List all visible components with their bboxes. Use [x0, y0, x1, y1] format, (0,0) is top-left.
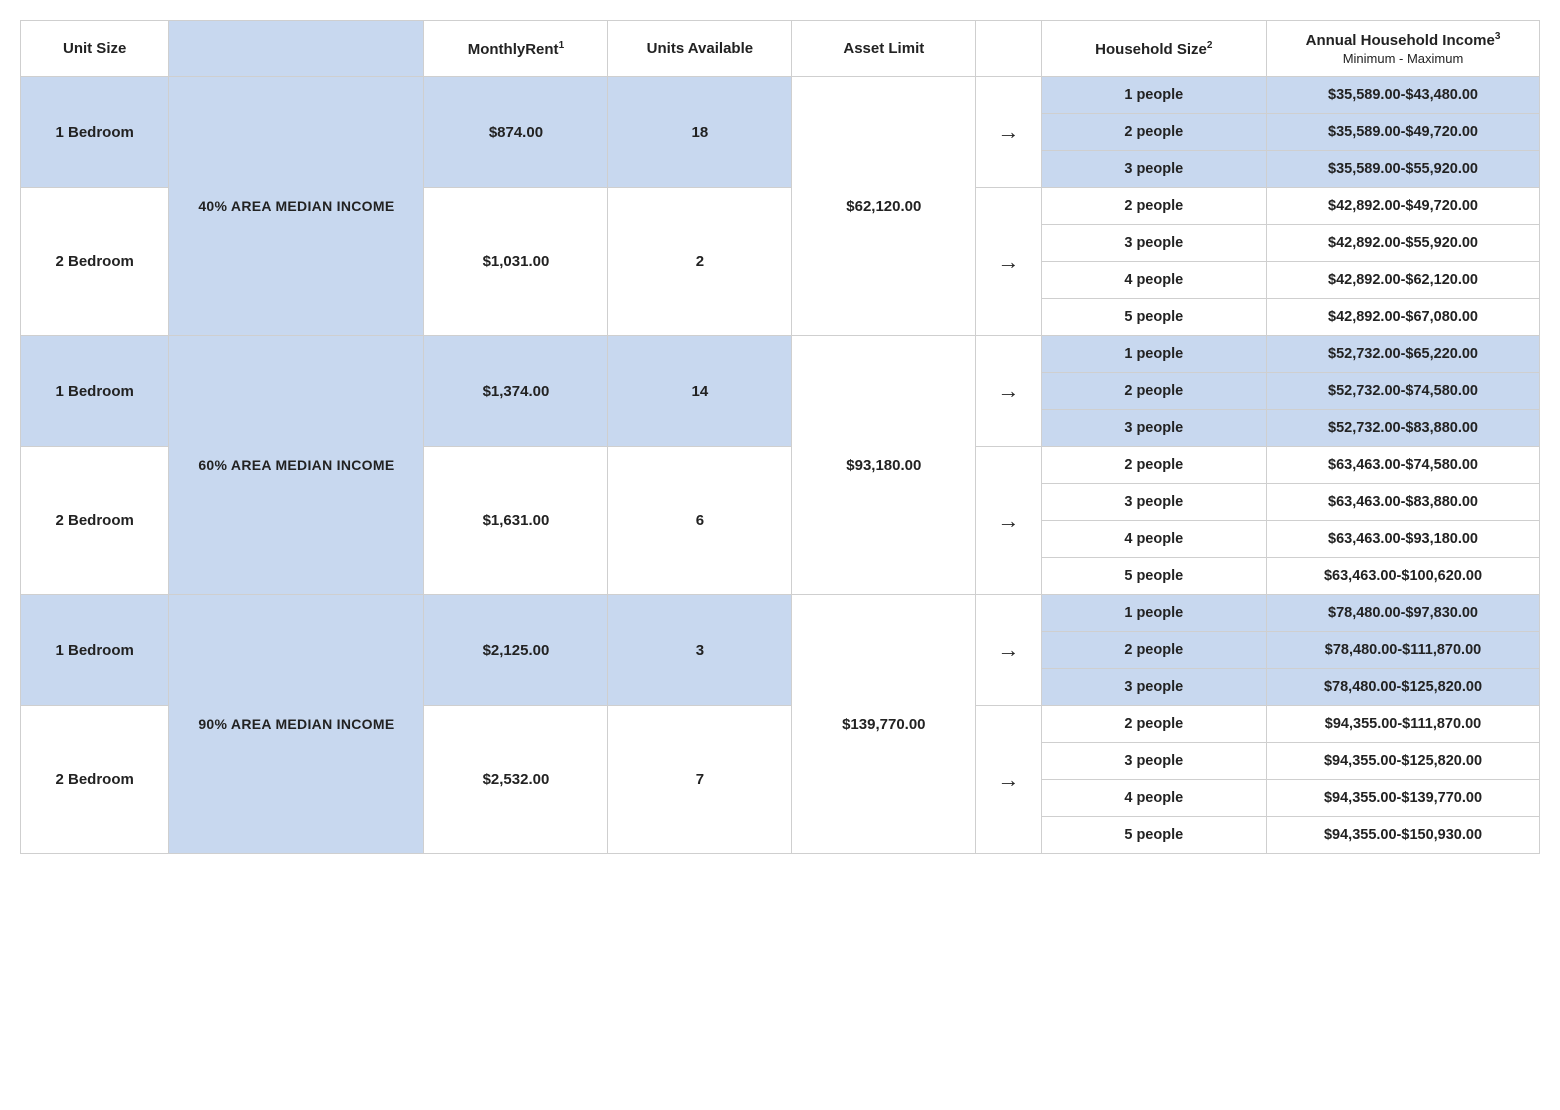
header-household-size-text: Household Size — [1095, 41, 1207, 58]
cell-annual-income: $35,589.00-$55,920.00 — [1267, 151, 1540, 188]
cell-annual-income: $94,355.00-$125,820.00 — [1267, 743, 1540, 780]
table-row: 1 Bedroom60% AREA MEDIAN INCOME$1,374.00… — [21, 336, 1540, 373]
cell-unit-size: 1 Bedroom — [21, 595, 169, 706]
cell-monthly-rent: $2,532.00 — [424, 706, 608, 854]
cell-monthly-rent: $1,031.00 — [424, 188, 608, 336]
header-asset-limit: Asset Limit — [792, 21, 976, 77]
cell-household-size: 2 people — [1041, 706, 1266, 743]
cell-unit-size: 1 Bedroom — [21, 336, 169, 447]
cell-household-size: 3 people — [1041, 743, 1266, 780]
cell-annual-income: $78,480.00-$97,830.00 — [1267, 595, 1540, 632]
cell-annual-income: $42,892.00-$62,120.00 — [1267, 262, 1540, 299]
cell-asset-limit: $93,180.00 — [792, 336, 976, 595]
cell-annual-income: $94,355.00-$139,770.00 — [1267, 780, 1540, 817]
cell-annual-income: $52,732.00-$83,880.00 — [1267, 410, 1540, 447]
cell-household-size: 4 people — [1041, 262, 1266, 299]
cell-unit-size: 2 Bedroom — [21, 706, 169, 854]
cell-household-size: 1 people — [1041, 77, 1266, 114]
cell-annual-income: $52,732.00-$74,580.00 — [1267, 373, 1540, 410]
cell-units-available: 3 — [608, 595, 792, 706]
cell-annual-income: $63,463.00-$100,620.00 — [1267, 558, 1540, 595]
cell-household-size: 3 people — [1041, 225, 1266, 262]
header-annual-income-sup: 3 — [1495, 31, 1501, 42]
cell-annual-income: $78,480.00-$111,870.00 — [1267, 632, 1540, 669]
arrow-icon: → — [976, 706, 1041, 854]
cell-household-size: 2 people — [1041, 632, 1266, 669]
cell-ami-tier: 60% AREA MEDIAN INCOME — [169, 336, 424, 595]
cell-units-available: 14 — [608, 336, 792, 447]
arrow-icon: → — [976, 188, 1041, 336]
cell-monthly-rent: $2,125.00 — [424, 595, 608, 706]
cell-household-size: 5 people — [1041, 558, 1266, 595]
header-row: Unit Size MonthlyRent1 Units Available A… — [21, 21, 1540, 77]
cell-household-size: 5 people — [1041, 817, 1266, 854]
cell-annual-income: $94,355.00-$111,870.00 — [1267, 706, 1540, 743]
cell-annual-income: $63,463.00-$83,880.00 — [1267, 484, 1540, 521]
cell-annual-income: $42,892.00-$67,080.00 — [1267, 299, 1540, 336]
table-row: 1 Bedroom40% AREA MEDIAN INCOME$874.0018… — [21, 77, 1540, 114]
cell-unit-size: 2 Bedroom — [21, 188, 169, 336]
cell-unit-size: 1 Bedroom — [21, 77, 169, 188]
header-household-size-sup: 2 — [1207, 40, 1213, 51]
cell-monthly-rent: $1,631.00 — [424, 447, 608, 595]
cell-annual-income: $35,589.00-$49,720.00 — [1267, 114, 1540, 151]
cell-annual-income: $42,892.00-$49,720.00 — [1267, 188, 1540, 225]
cell-household-size: 2 people — [1041, 447, 1266, 484]
header-monthly-rent-sup: 1 — [559, 40, 565, 51]
cell-units-available: 7 — [608, 706, 792, 854]
cell-ami-tier: 90% AREA MEDIAN INCOME — [169, 595, 424, 854]
header-annual-income-sub: Minimum - Maximum — [1275, 51, 1531, 66]
cell-annual-income: $52,732.00-$65,220.00 — [1267, 336, 1540, 373]
cell-monthly-rent: $1,374.00 — [424, 336, 608, 447]
cell-household-size: 2 people — [1041, 373, 1266, 410]
header-monthly-rent-text: MonthlyRent — [468, 41, 559, 58]
cell-units-available: 18 — [608, 77, 792, 188]
header-unit-size: Unit Size — [21, 21, 169, 77]
header-annual-income: Annual Household Income3 Minimum - Maxim… — [1267, 21, 1540, 77]
cell-household-size: 3 people — [1041, 669, 1266, 706]
cell-household-size: 3 people — [1041, 151, 1266, 188]
cell-asset-limit: $139,770.00 — [792, 595, 976, 854]
arrow-icon: → — [976, 336, 1041, 447]
cell-household-size: 3 people — [1041, 410, 1266, 447]
cell-unit-size: 2 Bedroom — [21, 447, 169, 595]
cell-annual-income: $94,355.00-$150,930.00 — [1267, 817, 1540, 854]
cell-ami-tier: 40% AREA MEDIAN INCOME — [169, 77, 424, 336]
table-row: 1 Bedroom90% AREA MEDIAN INCOME$2,125.00… — [21, 595, 1540, 632]
header-household-size: Household Size2 — [1041, 21, 1266, 77]
arrow-icon: → — [976, 595, 1041, 706]
header-arrow — [976, 21, 1041, 77]
cell-household-size: 4 people — [1041, 521, 1266, 558]
arrow-icon: → — [976, 77, 1041, 188]
cell-household-size: 3 people — [1041, 484, 1266, 521]
cell-annual-income: $42,892.00-$55,920.00 — [1267, 225, 1540, 262]
cell-asset-limit: $62,120.00 — [792, 77, 976, 336]
cell-household-size: 2 people — [1041, 114, 1266, 151]
cell-annual-income: $63,463.00-$74,580.00 — [1267, 447, 1540, 484]
header-annual-income-text: Annual Household Income — [1306, 32, 1495, 49]
header-units-available: Units Available — [608, 21, 792, 77]
cell-annual-income: $35,589.00-$43,480.00 — [1267, 77, 1540, 114]
cell-units-available: 6 — [608, 447, 792, 595]
cell-annual-income: $78,480.00-$125,820.00 — [1267, 669, 1540, 706]
header-ami — [169, 21, 424, 77]
cell-household-size: 5 people — [1041, 299, 1266, 336]
header-monthly-rent: MonthlyRent1 — [424, 21, 608, 77]
cell-monthly-rent: $874.00 — [424, 77, 608, 188]
cell-household-size: 2 people — [1041, 188, 1266, 225]
cell-units-available: 2 — [608, 188, 792, 336]
table-body: 1 Bedroom40% AREA MEDIAN INCOME$874.0018… — [21, 77, 1540, 854]
income-table: Unit Size MonthlyRent1 Units Available A… — [20, 20, 1540, 854]
cell-household-size: 4 people — [1041, 780, 1266, 817]
cell-annual-income: $63,463.00-$93,180.00 — [1267, 521, 1540, 558]
cell-household-size: 1 people — [1041, 595, 1266, 632]
cell-household-size: 1 people — [1041, 336, 1266, 373]
arrow-icon: → — [976, 447, 1041, 595]
